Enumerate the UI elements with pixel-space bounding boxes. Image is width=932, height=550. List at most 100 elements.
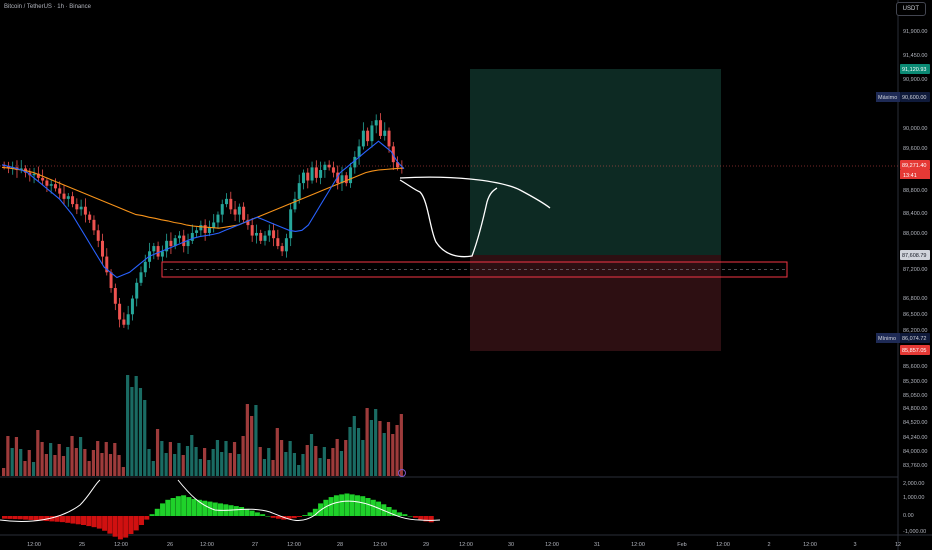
profit-zone[interactable] xyxy=(470,69,721,255)
volume-bar xyxy=(177,443,181,476)
candle-body xyxy=(353,156,357,168)
volume-bar xyxy=(292,453,297,476)
time-tick: 12:00 xyxy=(373,542,387,548)
candle-body xyxy=(122,319,126,325)
price-tick: 86,200.00 xyxy=(903,328,927,334)
max-value-badge-bg xyxy=(900,92,930,102)
volume-bar xyxy=(262,459,267,476)
candle-body xyxy=(237,206,241,215)
candle-body xyxy=(361,130,365,147)
price-tick: 90,000.00 xyxy=(903,126,927,132)
oscillator-bar xyxy=(38,516,44,521)
price-tick: 91,450.00 xyxy=(903,53,927,59)
loss-zone[interactable] xyxy=(470,255,721,351)
candle-body xyxy=(53,184,57,189)
oscillator-tick: 1,000.00 xyxy=(903,495,924,501)
volume-bar xyxy=(100,453,104,476)
volume-bar xyxy=(301,454,305,476)
oscillator-bar xyxy=(207,501,213,516)
candle-body xyxy=(199,225,203,231)
min-value-badge-bg xyxy=(900,333,930,343)
candle-body xyxy=(92,219,96,231)
support-zone[interactable] xyxy=(161,261,788,278)
volume-bar xyxy=(314,446,318,476)
time-tick: 2 xyxy=(767,542,770,548)
oscillator-bar xyxy=(354,495,360,516)
candle-body xyxy=(135,282,139,299)
time-tick: 12:00 xyxy=(716,542,730,548)
volume-bar xyxy=(61,456,66,476)
candle-body xyxy=(32,173,36,176)
oscillator-bar xyxy=(181,495,187,516)
candle-body xyxy=(101,240,104,257)
volume-bar xyxy=(104,442,108,476)
stop-price-badge: 85,857.05 xyxy=(902,348,926,354)
currency-button[interactable]: USDT xyxy=(895,2,926,16)
volume-bar xyxy=(91,450,96,476)
oscillator-bar xyxy=(370,499,376,516)
candle-body xyxy=(182,235,186,247)
volume-bar xyxy=(267,448,271,476)
candle-body xyxy=(220,204,224,215)
volume-bar xyxy=(232,442,237,476)
min-value-badge: 86,074.72 xyxy=(902,336,926,342)
ema-slow-line xyxy=(1,166,405,229)
candle-body xyxy=(242,206,246,220)
volume-bar xyxy=(378,421,382,476)
oscillator-bar xyxy=(312,508,318,516)
oscillator-bar xyxy=(412,516,418,518)
time-tick: 12:00 xyxy=(631,542,645,548)
volume-bar xyxy=(254,405,258,476)
oscillator-bar xyxy=(360,496,366,516)
oscillator-bar xyxy=(81,516,87,525)
volume-bar xyxy=(14,437,19,476)
volume-bar xyxy=(78,437,83,476)
volume-bar xyxy=(369,420,373,476)
candle-body xyxy=(293,198,297,210)
candle-body xyxy=(41,177,45,181)
ema-layer xyxy=(1,140,405,279)
candle-body xyxy=(289,209,293,239)
volume-tick: 84,800.00 xyxy=(903,406,927,412)
candle-body xyxy=(383,130,387,136)
volume-bar xyxy=(374,409,378,476)
min-label-bg xyxy=(876,333,900,343)
replay-marker-icon[interactable] xyxy=(398,469,406,477)
oscillator-bar xyxy=(239,507,245,516)
time-axis[interactable]: 12:00 25 12:00 26 12:00 27 12:00 28 12:00 29 12:00… xyxy=(27,542,901,548)
oscillator-bar xyxy=(86,516,92,527)
candle-body xyxy=(259,232,263,241)
oscillator-bar xyxy=(218,503,224,516)
oscillator-tick: -1,000.00 xyxy=(903,529,926,535)
candle-body xyxy=(45,180,49,186)
oscillator-bar xyxy=(91,516,97,528)
oscillator-bar xyxy=(154,508,160,516)
oscillator-bar xyxy=(233,506,239,516)
projection-dip-drawing[interactable] xyxy=(399,179,498,258)
projection-drawing[interactable] xyxy=(399,176,551,209)
volume-bar xyxy=(348,427,352,476)
candles-layer xyxy=(2,113,404,330)
candle-body xyxy=(96,230,100,241)
candle-body xyxy=(306,172,310,181)
oscillator-bar xyxy=(133,516,139,531)
volume-bar xyxy=(134,376,138,476)
candle-body xyxy=(297,183,301,199)
volume-bar xyxy=(168,442,172,476)
volume-bar xyxy=(23,461,27,476)
price-tick: 87,200.00 xyxy=(903,267,927,273)
candle-body xyxy=(203,225,207,233)
oscillator-layer xyxy=(0,479,441,540)
volume-bar xyxy=(74,448,78,476)
candle-body xyxy=(62,193,66,199)
candle-body xyxy=(173,238,177,247)
candle-body xyxy=(88,214,92,220)
volume-bar xyxy=(173,454,177,476)
candle-body xyxy=(216,214,220,223)
oscillator-bar xyxy=(70,516,76,524)
candle-body xyxy=(284,238,288,252)
price-axis[interactable]: 91,900.0091,450.0090,900.0090,400.0090,0… xyxy=(903,29,927,535)
volume-bar xyxy=(220,452,224,476)
oscillator-bar xyxy=(102,516,108,531)
